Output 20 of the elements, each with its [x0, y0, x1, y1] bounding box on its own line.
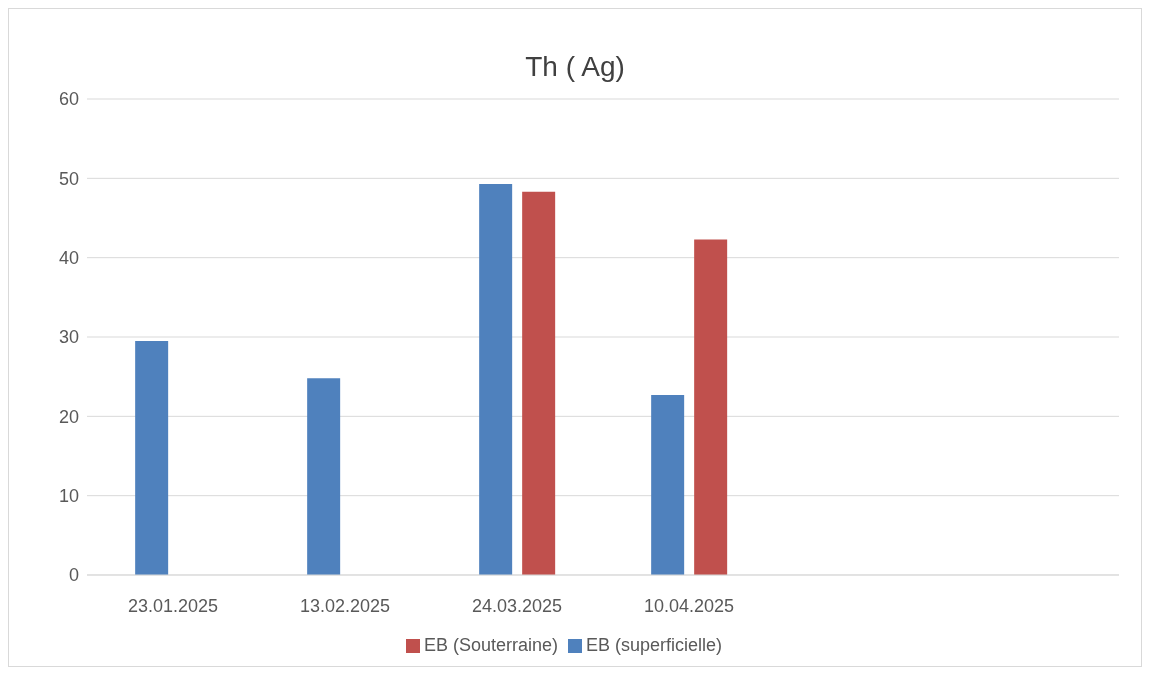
- y-tick-label: 30: [58, 327, 79, 348]
- y-tick-label: 10: [58, 486, 79, 507]
- x-tick-label: 23.01.2025: [127, 595, 219, 616]
- y-tick-label: 60: [58, 89, 79, 110]
- x-tick-label: 13.02.2025: [299, 595, 391, 616]
- bar: [651, 394, 685, 575]
- chart-title: Th ( Ag): [524, 50, 626, 84]
- x-tick-label: 10.04.2025: [643, 595, 735, 616]
- y-tick-label: 50: [58, 168, 79, 189]
- y-tick-label: 0: [68, 565, 79, 586]
- bar: [135, 340, 169, 575]
- bar: [694, 239, 728, 575]
- legend-label: EB (superficielle): [586, 635, 723, 655]
- bar: [307, 378, 341, 575]
- x-tick-label: 24.03.2025: [471, 595, 563, 616]
- bar: [479, 183, 513, 575]
- y-tick-label: 20: [58, 406, 79, 427]
- bar: [522, 191, 556, 575]
- legend-label: EB (Souterraine): [423, 635, 558, 655]
- y-tick-label: 40: [58, 248, 79, 269]
